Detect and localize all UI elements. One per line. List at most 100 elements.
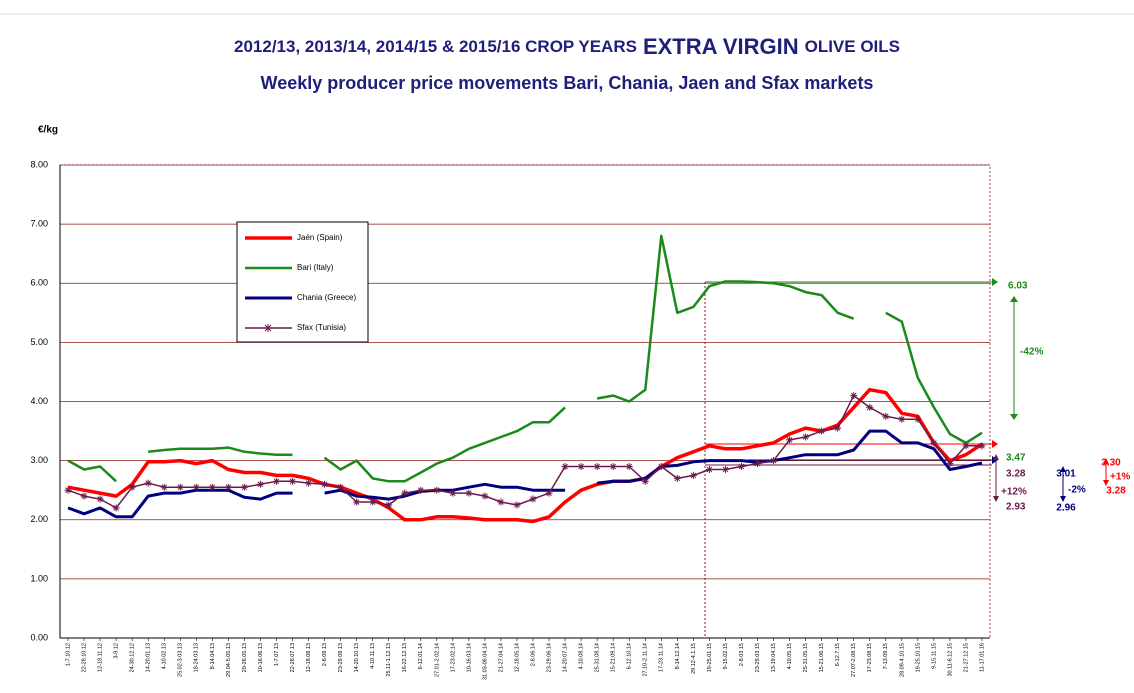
- annotation: 3.01: [1056, 469, 1076, 480]
- x-tick-label: 6-12.01.14: [418, 643, 424, 669]
- y-tick-label: 0.00: [30, 632, 48, 642]
- star-marker: [96, 495, 104, 503]
- series-line: [67, 394, 982, 509]
- star-marker: [866, 403, 874, 411]
- annotation: 3.47: [1006, 453, 1026, 464]
- star-marker: [561, 463, 569, 471]
- star-marker: [850, 392, 858, 400]
- x-tick-label: 4-10.08.14: [579, 643, 585, 669]
- star-marker: [401, 489, 409, 497]
- x-tick-label: 9-15.11.15: [931, 643, 937, 669]
- x-tick-label: 20-26.05.13: [242, 643, 248, 672]
- annotation: 3.28: [1006, 469, 1026, 480]
- x-tick-label: 27.01-2.02.14: [434, 643, 440, 677]
- star-marker: [834, 424, 842, 432]
- star-marker: [593, 463, 601, 471]
- star-marker: [914, 415, 922, 423]
- star-marker: [609, 463, 617, 471]
- x-tick-label: 16-22.12.13: [402, 643, 408, 672]
- x-tick-label: 8-14.12.14: [675, 643, 681, 669]
- star-marker: [321, 480, 329, 488]
- x-tick-label: 3-9.12: [114, 643, 120, 659]
- y-tick-label: 4.00: [30, 396, 48, 406]
- annotation: 2.93: [1006, 502, 1026, 513]
- annotation: 2.96: [1056, 503, 1076, 514]
- x-tick-label: 19-25.01.15: [707, 643, 713, 672]
- x-tick-label: 23-29.06.14: [547, 643, 553, 672]
- star-marker: [657, 463, 665, 471]
- star-marker: [192, 483, 200, 491]
- star-marker: [737, 463, 745, 471]
- annotation: +12%: [1001, 487, 1027, 498]
- y-tick-label: 8.00: [30, 159, 48, 169]
- x-tick-label: 25-31.05.15: [803, 643, 809, 672]
- star-marker: [305, 479, 313, 487]
- x-tick-label: 29.04-5.05.13: [226, 643, 232, 677]
- arrow-head: [992, 440, 998, 448]
- x-tick-label: 23-29.03.15: [755, 643, 761, 672]
- x-tick-label: 14-20.07.14: [563, 643, 569, 672]
- chart-subtitle: Weekly producer price movements Bari, Ch…: [261, 73, 874, 93]
- x-tick-label: 30.11-6.12.15: [947, 643, 953, 677]
- star-marker: [946, 460, 954, 468]
- star-marker: [786, 436, 794, 444]
- star-marker: [689, 471, 697, 479]
- series-line: [67, 234, 983, 483]
- star-marker: [144, 479, 152, 487]
- star-marker: [641, 477, 649, 485]
- star-marker: [112, 504, 120, 512]
- legend-label: Chania (Greece): [297, 293, 356, 302]
- star-marker: [240, 483, 248, 491]
- annotation: 3.28: [1106, 486, 1126, 497]
- annotation: 3.30: [1101, 458, 1121, 469]
- star-marker: [497, 498, 505, 506]
- y-tick-label: 5.00: [30, 337, 48, 347]
- x-tick-label: 22-28.10.12: [82, 643, 88, 672]
- star-marker: [369, 498, 377, 506]
- x-tick-label: 4-10.11.13: [370, 643, 376, 669]
- star-marker: [385, 501, 393, 509]
- x-tick-label: 10-16.06.13: [258, 643, 264, 672]
- star-marker: [818, 427, 826, 435]
- star-marker: [272, 477, 280, 485]
- x-tick-label: 2-8.03.15: [739, 643, 745, 666]
- annotation: -2%: [1068, 485, 1086, 496]
- star-marker: [449, 489, 457, 497]
- star-marker: [978, 442, 986, 450]
- x-tick-label: 4-10.05.15: [787, 643, 793, 669]
- x-tick-label: 2-8.09.13: [322, 643, 328, 666]
- y-tick-label: 6.00: [30, 278, 48, 288]
- x-tick-label: 31.03-06.04.14: [482, 643, 488, 680]
- star-marker: [465, 489, 473, 497]
- star-marker: [802, 433, 810, 441]
- star-marker: [337, 483, 345, 491]
- title-part: OLIVE OILS: [805, 37, 900, 56]
- x-tick-label: 9-15.02.15: [723, 643, 729, 669]
- x-tick-label: 14-20.10.13: [354, 643, 360, 672]
- y-tick-label: 7.00: [30, 219, 48, 229]
- star-marker: [128, 483, 136, 491]
- x-tick-label: 23-29.09.13: [338, 643, 344, 672]
- x-tick-label: 11-17.01.16: [979, 643, 985, 672]
- x-tick-label: 24-30.12.12: [130, 643, 136, 672]
- x-tick-label: 27.07-2.08.15: [851, 643, 857, 677]
- x-tick-label: 29.12-4.1.15: [691, 643, 697, 674]
- x-tick-label: 21-27.04.14: [498, 643, 504, 672]
- star-marker: [545, 489, 553, 497]
- x-tick-label: 2-8.06.14: [530, 643, 536, 666]
- y-tick-label: 1.00: [30, 573, 48, 583]
- x-tick-label: 10-16.03.14: [466, 643, 472, 672]
- star-marker: [898, 415, 906, 423]
- title-part: EXTRA VIRGIN: [643, 34, 799, 59]
- star-marker: [705, 465, 713, 473]
- star-marker: [721, 465, 729, 473]
- star-marker: [882, 412, 890, 420]
- series-line: [67, 387, 983, 524]
- x-tick-label: 1-7.07.13: [274, 643, 280, 666]
- star-marker: [481, 492, 489, 500]
- y-axis-label: €/kg: [38, 125, 58, 136]
- title-part: 2012/13, 2013/14, 2014/15 & 2015/16 CROP…: [234, 37, 637, 56]
- star-marker: [417, 486, 425, 494]
